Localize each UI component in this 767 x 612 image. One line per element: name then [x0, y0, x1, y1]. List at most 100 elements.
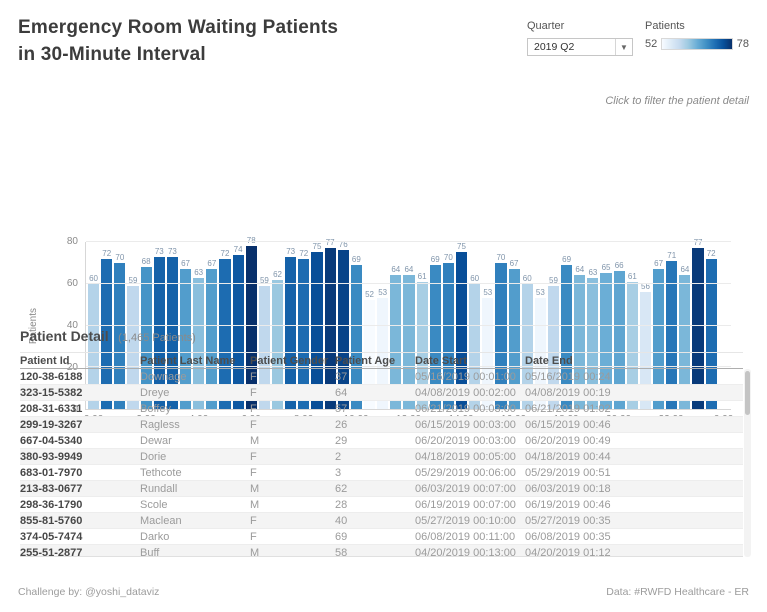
bar-9:00[interactable]: 77: [324, 238, 336, 409]
bar-0:30[interactable]: 72: [101, 249, 113, 409]
bar-20:00[interactable]: 66: [613, 261, 625, 409]
cell: Downage: [140, 370, 187, 383]
table-row[interactable]: 683-01-7970 Tethcote F 3 05/29/2019 00:06:00…: [20, 465, 743, 481]
bar-19:00[interactable]: 63: [587, 268, 599, 409]
bar-7:30[interactable]: 73: [285, 247, 297, 409]
table-row[interactable]: 120-38-6188 Downage F 37 05/16/2019 00:01:00…: [20, 369, 743, 385]
bar-11:00[interactable]: 53: [377, 288, 389, 409]
bar-2:30[interactable]: 73: [153, 247, 165, 409]
column-header-date-start[interactable]: Date Start: [415, 354, 467, 367]
cell: 28: [335, 498, 348, 511]
table-row[interactable]: 667-04-5340 Dewar M 29 06/20/2019 00:03:00 06…: [20, 433, 743, 449]
bar-0:00[interactable]: 60: [88, 274, 100, 409]
bar-15:00[interactable]: 53: [482, 288, 494, 409]
quarter-dropdown[interactable]: 2019 Q2 ▼: [527, 38, 633, 56]
bar-12:00[interactable]: 64: [403, 265, 415, 409]
legend-min: 52: [645, 38, 658, 50]
column-header-patient-gender[interactable]: Patient Gender: [250, 354, 329, 367]
bar-value-label: 67: [181, 259, 190, 269]
bar-1:00[interactable]: 70: [114, 253, 126, 409]
cell: 255-51-2877: [20, 546, 83, 557]
bar-16:00[interactable]: 67: [508, 259, 520, 409]
bar-5:30[interactable]: 74: [232, 245, 244, 409]
table-row[interactable]: 298-36-1790 Scole M 28 06/19/2019 00:07:00 06…: [20, 497, 743, 513]
table-row[interactable]: 323-15-5382 Dreye F 64 04/08/2019 00:02:00 04…: [20, 385, 743, 401]
bar-value-label: 69: [351, 254, 361, 264]
cell: 213-83-0677: [20, 482, 83, 495]
bar-slot: 72: [705, 242, 717, 409]
cell: Buff: [140, 546, 160, 557]
bar-20:30[interactable]: 61: [626, 272, 638, 409]
bar-value-label: 72: [706, 248, 716, 258]
cell: F: [250, 450, 257, 463]
bar-8:30[interactable]: 75: [311, 242, 323, 409]
table-row[interactable]: 855-81-5760 Maclean F 40 05/27/2019 00:10:00…: [20, 513, 743, 529]
bar-11:30[interactable]: 64: [390, 265, 402, 409]
bar-21:30[interactable]: 67: [653, 259, 665, 409]
table-row[interactable]: 213-83-0677 Rundall M 62 06/03/2019 00:07:00…: [20, 481, 743, 497]
bar-value-label: 64: [680, 265, 690, 275]
bar-10:30[interactable]: 52: [363, 290, 376, 409]
cell: 06/03/2019 00:07:00: [415, 482, 516, 495]
bar-slot: 71: [666, 242, 678, 409]
bar-22:00[interactable]: 71: [666, 251, 678, 409]
bar-value-label: 59: [259, 275, 269, 285]
bar-7:00[interactable]: 62: [271, 270, 284, 409]
bar-15:30[interactable]: 70: [495, 253, 507, 409]
table-row[interactable]: 255-51-2877 Buff M 58 04/20/2019 00:13:00 04/…: [20, 545, 743, 557]
bar-value-label: 67: [207, 259, 217, 269]
bar-3:30[interactable]: 67: [179, 259, 192, 409]
bar-17:00[interactable]: 53: [534, 288, 546, 409]
bar-18:00[interactable]: 69: [561, 255, 573, 409]
cell: Scole: [140, 498, 168, 511]
bar-14:00[interactable]: 75: [455, 242, 468, 409]
legend-label: Patients: [645, 20, 685, 32]
dropdown-caret-icon[interactable]: ▼: [615, 39, 632, 55]
bar-2:00[interactable]: 68: [140, 257, 152, 409]
bar-value-label: 73: [167, 246, 177, 256]
bar-21:00[interactable]: 56: [639, 282, 652, 409]
table-row[interactable]: 380-93-9949 Dorie F 2 04/18/2019 00:05:00 04/…: [20, 449, 743, 465]
table-row[interactable]: 208-31-6331 Boffey F 57 06/21/2019 00:03:00 0…: [20, 401, 743, 417]
bar-13:00[interactable]: 69: [429, 255, 441, 409]
bar-16:30[interactable]: 60: [521, 274, 533, 409]
bar-value-label: 73: [154, 246, 164, 256]
bar-18:30[interactable]: 64: [574, 265, 586, 409]
bar-23:30[interactable]: 72: [705, 249, 717, 409]
bar-13:30[interactable]: 70: [442, 253, 454, 409]
cell: 04/08/2019 00:19: [525, 386, 611, 399]
column-header-patient-id[interactable]: Patient Id: [20, 354, 70, 367]
table-scrollbar-thumb[interactable]: [745, 371, 750, 415]
bar-value-label: 64: [575, 265, 585, 275]
bar-3:00[interactable]: 73: [166, 247, 178, 409]
bar-19:30[interactable]: 65: [600, 263, 612, 409]
bar-1:30[interactable]: 59: [127, 276, 139, 409]
column-header-patient-age[interactable]: Patient Age: [335, 354, 396, 367]
bar-14:30[interactable]: 60: [469, 274, 481, 409]
table-row[interactable]: 374-05-7474 Darko F 69 06/08/2019 00:11:00 06…: [20, 529, 743, 545]
bar-slot: 59: [258, 242, 270, 409]
bar-8:00[interactable]: 72: [298, 249, 310, 409]
bar-value-label: 64: [391, 265, 401, 275]
bar-6:30[interactable]: 59: [258, 276, 270, 409]
bar-22:30[interactable]: 64: [679, 265, 691, 409]
bar-slot: 74: [232, 242, 244, 409]
cell: 06/21/2019 00:03:00: [415, 402, 516, 415]
bar-9:30[interactable]: 76: [337, 240, 349, 409]
column-header-date-end[interactable]: Date End: [525, 354, 573, 367]
bar-5:00[interactable]: 72: [219, 249, 231, 409]
bar-12:30[interactable]: 61: [416, 272, 428, 409]
bar-4:30[interactable]: 67: [206, 259, 218, 409]
cell: 06/20/2019 00:03:00: [415, 434, 516, 447]
bar-value-label: 68: [141, 257, 151, 267]
table-row[interactable]: 299-19-3267 Ragless F 26 06/15/2019 00:03:00…: [20, 417, 743, 433]
bar-4:00[interactable]: 63: [193, 268, 205, 409]
bar-value-label: 75: [312, 242, 322, 252]
cell: 05/27/2019 00:35: [525, 514, 611, 527]
column-header-patient-last-name[interactable]: Patient Last Name: [140, 354, 236, 367]
bar-17:30[interactable]: 59: [547, 276, 560, 409]
bar-23:00[interactable]: 77: [692, 238, 704, 409]
bar-6:00[interactable]: 78: [245, 236, 257, 409]
bar-10:00[interactable]: 69: [350, 255, 362, 409]
table-scrollbar[interactable]: [744, 369, 751, 557]
